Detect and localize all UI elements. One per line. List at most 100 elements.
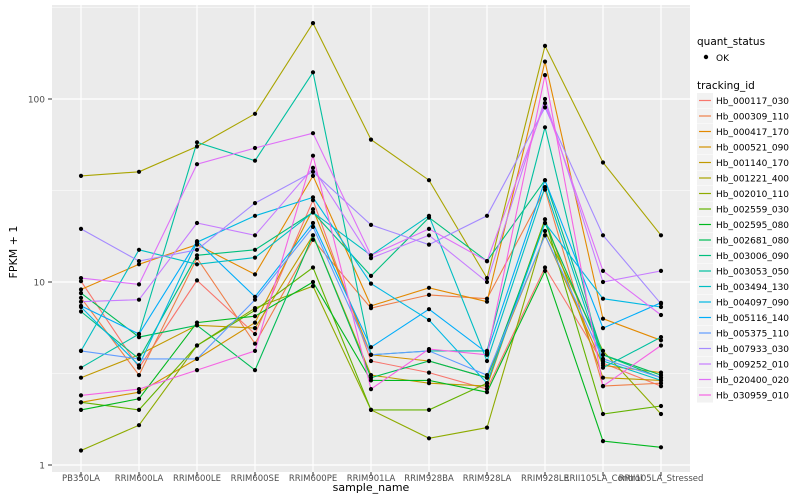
data-point [658,233,664,238]
data-point [252,213,258,218]
data-point [484,373,490,378]
x-tick-label: RRIM928BA [404,474,454,484]
data-point [136,335,142,340]
data-point [136,373,142,378]
data-point [252,314,258,319]
data-point [600,348,606,353]
data-point [252,111,258,116]
data-point [78,287,84,292]
data-point [542,96,548,102]
data-point [78,226,84,231]
data-point [252,201,258,206]
data-point [136,396,142,401]
data-point [542,265,548,270]
data-point [658,445,664,450]
data-point [78,309,84,314]
data-point [78,448,84,453]
data-point [310,220,316,226]
legend-item-label: Hb_000521_090 [716,144,789,154]
data-point [78,400,84,405]
legend-item-label: Hb_020400_020 [716,376,789,386]
y-axis-title: FPKM + 1 [7,226,20,279]
data-point [658,304,664,310]
data-point [542,73,548,78]
data-point [136,262,142,267]
data-point [252,255,258,260]
data-point [194,253,200,258]
data-point [600,268,606,273]
data-point [252,247,258,252]
x-tick-label: RRII105LA_Stressed [619,474,704,484]
data-point [310,224,316,229]
data-point [426,285,432,290]
data-point [310,131,316,136]
data-point [426,233,432,238]
data-point [310,279,316,285]
data-point [194,368,200,373]
data-point [658,301,664,306]
data-point [368,303,374,308]
data-point [368,345,374,350]
legend-item-label: Hb_003053_050 [716,268,789,278]
data-point [426,347,432,352]
data-point [600,411,606,417]
data-point [310,207,316,212]
data-point [368,281,374,286]
data-point [658,268,664,273]
data-point [310,165,316,170]
data-point [310,210,316,215]
x-tick-label: RRIM901LA [347,474,396,484]
data-point [252,145,258,151]
data-point [78,375,84,380]
data-point [658,384,664,389]
data-point [310,237,316,242]
data-point [310,70,316,75]
x-tick-label: RRII105LA_Control [564,474,643,484]
data-point [136,331,142,337]
data-point [194,356,200,361]
data-point [136,363,142,368]
data-point [194,343,200,348]
data-point [252,320,258,325]
data-point [658,343,664,348]
series-points [78,21,664,453]
data-point [310,195,316,200]
data-point [78,348,84,353]
data-point [658,335,664,340]
data-point [194,278,200,283]
legend-item-label: Hb_001221_400 [716,175,789,185]
data-point [368,358,374,364]
data-point [310,169,316,174]
data-point [78,407,84,412]
data-point [368,273,374,278]
legend-item-label: Hb_005116_140 [716,314,789,324]
data-point [542,268,548,273]
data-point [78,295,84,300]
y-tick-label: 100 [28,96,45,106]
data-point [136,423,142,428]
legend-item-label: Hb_003006_090 [716,252,789,262]
data-point [484,390,490,395]
data-point [542,217,548,222]
data-point [426,213,432,218]
data-point [368,253,374,258]
data-point [194,239,200,244]
legend: quant_status OK tracking_id Hb_000117_03… [697,36,789,403]
data-point [136,352,142,357]
legend-item-label: Hb_000117_030 [716,97,789,107]
data-point [426,407,432,412]
data-point [542,228,548,234]
data-point [658,403,664,409]
data-point [194,220,200,226]
data-point [542,59,548,64]
data-point [484,425,490,430]
data-point [542,178,548,183]
data-point [484,279,490,285]
data-point [252,294,258,299]
data-point [600,439,606,444]
legend-quant-title: quant_status [697,36,765,48]
data-point [600,160,606,165]
x-tick-label: RRIM600LA [115,474,164,484]
data-point [310,173,316,178]
data-point [542,125,548,130]
